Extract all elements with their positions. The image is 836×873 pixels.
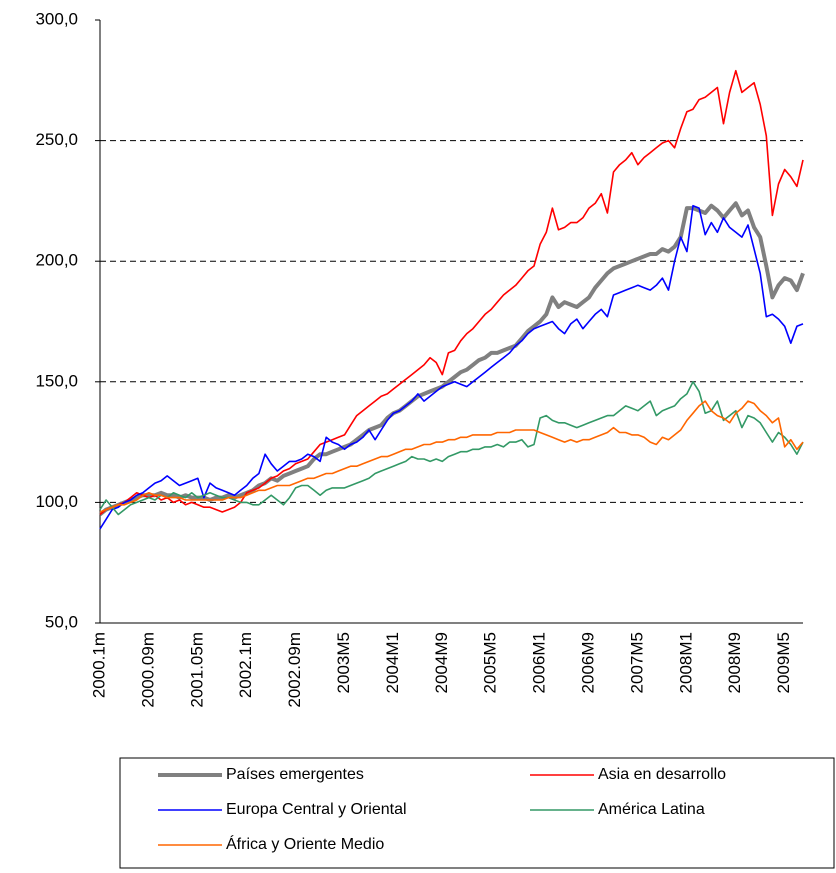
x-tick-label: 2006M1 xyxy=(530,632,549,693)
x-tick-label: 2002.1m xyxy=(236,632,255,698)
legend-label: Países emergentes xyxy=(226,766,364,783)
y-tick-label: 50,0 xyxy=(45,612,78,631)
x-tick-label: 2003M5 xyxy=(334,632,353,693)
x-tick-label: 2006M9 xyxy=(579,632,598,693)
series-line xyxy=(99,381,804,516)
series-line xyxy=(99,400,804,513)
series-line xyxy=(99,69,804,516)
legend-label: África y Oriente Medio xyxy=(226,834,384,853)
legend-label: Europa Central y Oriental xyxy=(226,801,407,818)
x-tick-label: 2001.05m xyxy=(187,632,206,708)
y-tick-label: 200,0 xyxy=(35,251,78,270)
y-tick-label: 100,0 xyxy=(35,492,78,511)
y-tick-label: 150,0 xyxy=(35,371,78,390)
legend-label: Asia en desarrollo xyxy=(598,766,726,783)
x-tick-label: 2009M5 xyxy=(774,632,793,693)
x-tick-label: 2004M9 xyxy=(432,632,451,693)
legend-box xyxy=(119,757,835,869)
legend-label: América Latina xyxy=(598,801,705,818)
x-tick-label: 2000.1m xyxy=(89,632,108,698)
y-tick-label: 250,0 xyxy=(35,130,78,149)
x-tick-label: 2004M1 xyxy=(383,632,402,693)
series-line xyxy=(98,201,805,517)
series-line xyxy=(99,204,804,530)
y-tick-label: 300,0 xyxy=(35,9,78,28)
x-tick-label: 2008M1 xyxy=(676,632,695,693)
x-tick-label: 2002.09m xyxy=(285,632,304,708)
x-tick-label: 2005M5 xyxy=(481,632,500,693)
legend: Países emergentes Asia en desarrollo Europ… xyxy=(158,766,726,853)
x-tick-label: 2008M9 xyxy=(725,632,744,693)
x-tick-label: 2007M5 xyxy=(627,632,646,693)
x-tick-label: 2000.09m xyxy=(138,632,157,708)
